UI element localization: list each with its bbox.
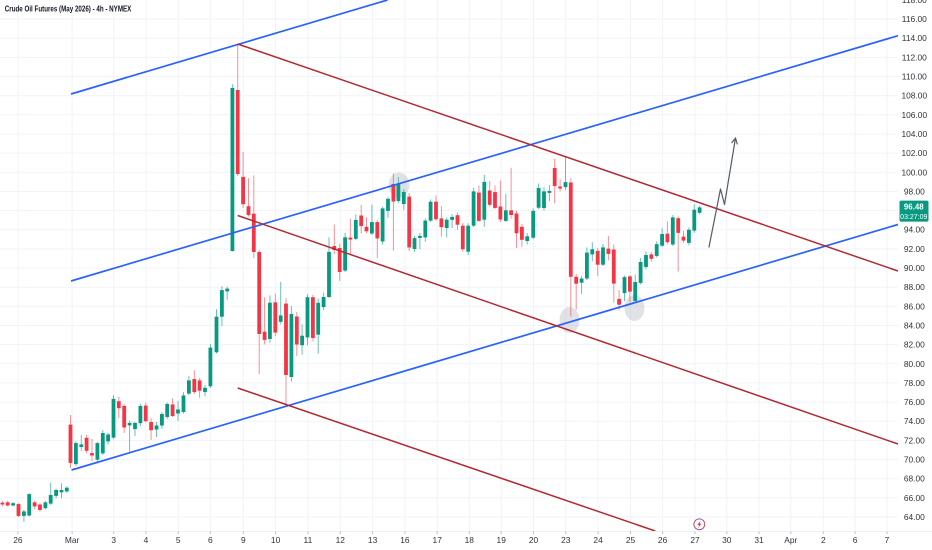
svg-text:86.00: 86.00 [904, 301, 925, 311]
svg-text:16: 16 [400, 535, 410, 545]
svg-text:80.00: 80.00 [904, 359, 925, 369]
svg-text:27: 27 [690, 535, 700, 545]
svg-text:96.48: 96.48 [904, 203, 924, 212]
svg-text:114.00: 114.00 [902, 33, 927, 43]
svg-text:5: 5 [176, 535, 181, 545]
svg-text:30: 30 [722, 535, 732, 545]
svg-text:Crude Oil Futures (May 2026) -: Crude Oil Futures (May 2026) - 4h - NYME… [5, 3, 132, 13]
svg-text:84.00: 84.00 [904, 321, 925, 331]
svg-text:11: 11 [304, 535, 313, 545]
svg-text:88.00: 88.00 [904, 282, 925, 292]
svg-text:23: 23 [561, 535, 571, 545]
svg-text:116.00: 116.00 [902, 14, 927, 24]
svg-text:03:27:09: 03:27:09 [900, 214, 927, 221]
svg-text:72.00: 72.00 [904, 435, 925, 445]
svg-text:25: 25 [626, 535, 636, 545]
svg-text:70.00: 70.00 [904, 455, 925, 465]
svg-text:18: 18 [465, 535, 475, 545]
svg-text:20: 20 [529, 535, 539, 545]
svg-text:104.00: 104.00 [901, 129, 927, 139]
svg-text:24: 24 [593, 535, 603, 545]
svg-text:19: 19 [497, 535, 507, 545]
svg-text:17: 17 [433, 535, 443, 545]
svg-text:3: 3 [111, 535, 116, 545]
svg-text:26: 26 [13, 535, 23, 545]
svg-text:6: 6 [208, 535, 213, 545]
svg-text:98.00: 98.00 [904, 186, 925, 196]
svg-text:74.00: 74.00 [904, 416, 925, 426]
svg-text:2: 2 [821, 535, 826, 545]
svg-text:106.00: 106.00 [901, 110, 927, 120]
svg-text:94.00: 94.00 [904, 225, 925, 235]
svg-text:26: 26 [658, 535, 668, 545]
svg-text:90.00: 90.00 [904, 263, 925, 273]
svg-text:12: 12 [336, 535, 346, 545]
svg-text:82.00: 82.00 [904, 340, 925, 350]
svg-text:68.00: 68.00 [904, 474, 925, 484]
svg-text:108.00: 108.00 [901, 91, 927, 101]
svg-text:78.00: 78.00 [904, 378, 925, 388]
svg-text:66.00: 66.00 [904, 493, 925, 503]
svg-text:31: 31 [754, 535, 764, 545]
svg-text:76.00: 76.00 [904, 397, 925, 407]
svg-text:7: 7 [885, 535, 890, 545]
svg-text:118.00: 118.00 [902, 0, 927, 5]
svg-text:100.00: 100.00 [901, 167, 927, 177]
svg-text:112.00: 112.00 [902, 52, 927, 62]
svg-text:Mar: Mar [65, 535, 80, 545]
svg-text:6: 6 [853, 535, 858, 545]
svg-text:4: 4 [144, 535, 149, 545]
svg-text:92.00: 92.00 [904, 244, 925, 254]
svg-text:10: 10 [271, 535, 281, 545]
svg-text:110.00: 110.00 [902, 72, 927, 82]
svg-text:Apr: Apr [784, 535, 797, 545]
svg-text:13: 13 [368, 535, 378, 545]
svg-text:102.00: 102.00 [901, 148, 927, 158]
svg-text:64.00: 64.00 [904, 512, 925, 522]
svg-text:9: 9 [241, 535, 246, 545]
